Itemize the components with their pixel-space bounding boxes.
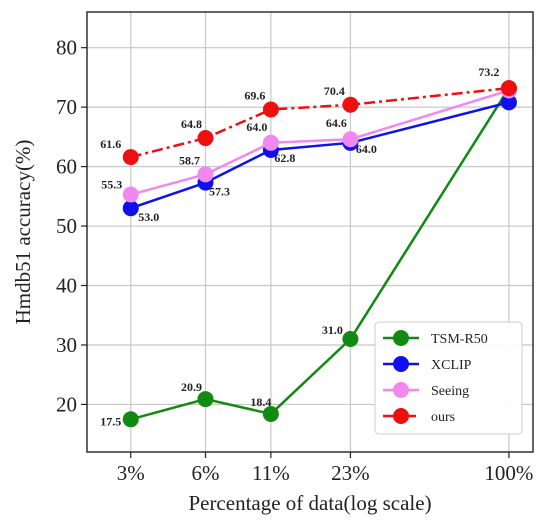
data-point-seeing	[122, 186, 139, 203]
data-label: 70.4	[324, 84, 345, 98]
data-label: 64.0	[356, 142, 377, 156]
legend-marker-tsm-r50	[393, 330, 409, 346]
data-point-xclip	[122, 200, 139, 217]
data-label: 73.2	[478, 65, 499, 79]
legend-label: XCLIP	[431, 358, 472, 373]
data-point-tsm-r50	[262, 405, 279, 422]
legend-label: Seeing	[431, 384, 469, 399]
data-point-ours	[342, 96, 359, 113]
data-label: 18.4	[250, 395, 271, 409]
legend-marker-seeing	[393, 382, 409, 398]
x-tick-label: 6%	[191, 461, 219, 485]
axis-ticks: 3% 6% 11% 23% 100% 20 30 40 50 60 70 80	[56, 36, 533, 485]
data-label: 64.0	[246, 120, 267, 134]
data-point-xclip	[500, 94, 517, 111]
data-point-tsm-r50	[122, 411, 139, 428]
x-tick-label: 11%	[252, 461, 290, 485]
y-tick-label: 30	[56, 333, 77, 357]
x-tick-label: 23%	[331, 461, 370, 485]
legend-label: ours	[431, 410, 455, 425]
data-label: 57.3	[209, 185, 230, 199]
data-point-tsm-r50	[342, 331, 359, 348]
y-tick-label: 50	[56, 214, 77, 238]
x-tick-label: 3%	[117, 461, 145, 485]
data-point-seeing	[197, 166, 214, 183]
y-tick-label: 60	[56, 155, 77, 179]
data-point-ours	[262, 101, 279, 118]
x-tick-label: 100%	[484, 461, 533, 485]
data-point-ours	[197, 130, 214, 147]
data-label: 53.0	[138, 210, 159, 224]
legend-box	[374, 321, 523, 435]
series-group	[122, 80, 517, 428]
legend: TSM-R50 XCLIP Seeing ours	[374, 321, 523, 435]
plot-frame	[86, 11, 534, 453]
data-label: 58.7	[179, 153, 200, 167]
y-tick-label: 70	[56, 95, 77, 119]
data-label: 61.6	[100, 137, 121, 151]
y-tick-label: 20	[56, 392, 77, 416]
data-label: 17.5	[100, 414, 121, 428]
x-axis-title: Percentage of data(log scale)	[188, 491, 431, 515]
data-label: 69.6	[244, 89, 265, 103]
data-point-ours	[500, 80, 517, 97]
data-label: 64.6	[326, 116, 347, 130]
data-label: 31.0	[322, 323, 343, 337]
data-label: 20.9	[181, 380, 202, 394]
data-point-tsm-r50	[197, 391, 214, 408]
y-tick-label: 80	[56, 36, 77, 60]
legend-marker-ours	[393, 408, 409, 424]
data-label: 64.8	[181, 117, 202, 131]
data-label: 62.8	[274, 151, 295, 165]
y-axis-title: Hmdb51 accuracy(%)	[11, 140, 35, 325]
data-labels: 17.5 20.9 18.4 31.0 53.0 57.3 62.8 64.0 55.3 58.7…	[100, 65, 499, 428]
legend-label: TSM-R50	[431, 332, 488, 347]
y-tick-label: 40	[56, 274, 77, 298]
data-point-seeing	[262, 134, 279, 151]
data-point-ours	[122, 149, 139, 166]
data-point-seeing	[342, 131, 359, 148]
data-label: 55.3	[101, 178, 122, 192]
legend-marker-xclip	[393, 356, 409, 372]
